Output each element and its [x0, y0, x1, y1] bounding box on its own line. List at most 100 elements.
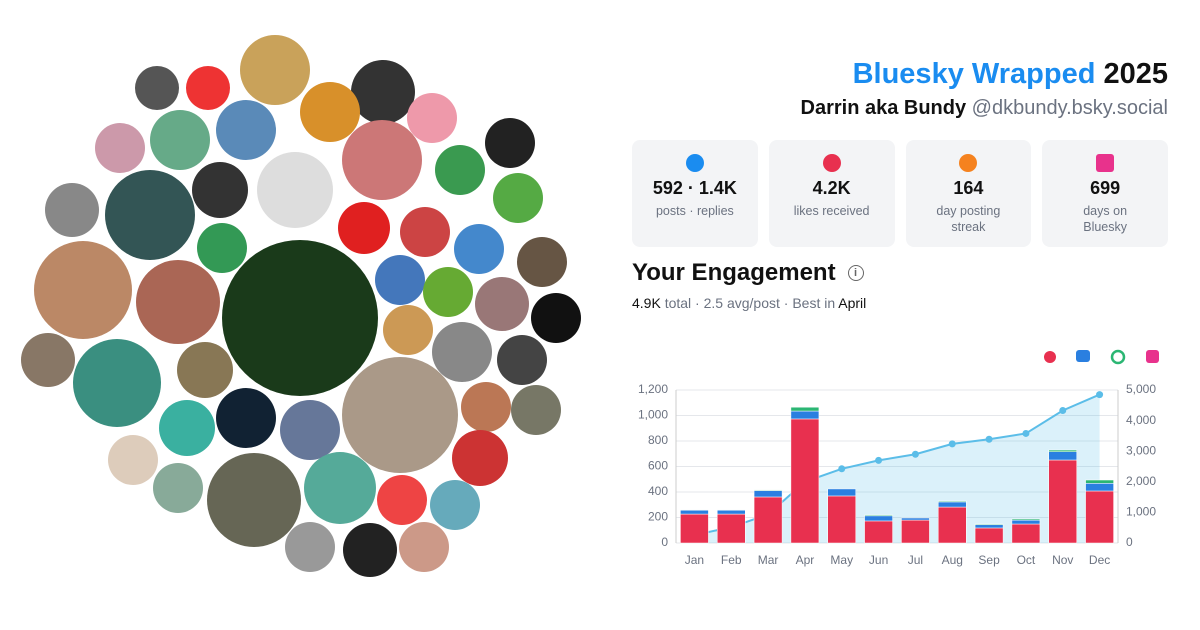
legend-reposts[interactable]	[1110, 349, 1126, 365]
avatar[interactable]	[257, 152, 333, 228]
avatar[interactable]	[461, 382, 511, 432]
avatar[interactable]	[517, 237, 567, 287]
bar-segment	[717, 513, 746, 544]
bar-segment	[790, 410, 820, 420]
legend-replies[interactable]	[1076, 350, 1090, 362]
avatar[interactable]	[454, 224, 504, 274]
bar-segment	[753, 489, 783, 491]
avatar[interactable]	[531, 293, 581, 343]
chart-title: Your Engagement	[632, 259, 836, 286]
line-point	[838, 465, 846, 473]
legend-likes[interactable]	[1044, 351, 1056, 363]
avatar[interactable]	[45, 183, 99, 237]
avatar[interactable]	[452, 430, 508, 486]
avatar[interactable]	[136, 260, 220, 344]
bar-segment	[1011, 518, 1041, 521]
bar-segment	[864, 514, 893, 517]
section-title: Your Engagement i	[632, 259, 1168, 287]
avatar[interactable]	[207, 453, 301, 547]
avatar[interactable]	[95, 123, 145, 173]
bar-segment	[864, 515, 893, 522]
bar-segment	[753, 490, 783, 498]
avatar[interactable]	[400, 207, 450, 257]
stat-card: 4.2K likes received	[768, 140, 895, 247]
avatar[interactable]	[342, 357, 458, 473]
best-month: April	[838, 295, 867, 311]
info-icon[interactable]: i	[847, 265, 864, 281]
x-tick-label: Jan	[685, 553, 704, 567]
chart: 0 200 400 600 800 1,000 1,200 0 1,000 2,000 3,000 4…	[638, 349, 1159, 567]
bar-segment	[680, 513, 709, 544]
bar-segment	[1048, 459, 1077, 544]
bar-segment	[864, 520, 893, 544]
avatar[interactable]	[186, 66, 230, 110]
avatar[interactable]	[343, 523, 397, 577]
avatar[interactable]	[377, 475, 427, 525]
y-tick-label: 0	[661, 535, 668, 549]
avatar[interactable]	[21, 333, 75, 387]
stat-label: day posting streak	[936, 204, 1001, 234]
line-point	[1059, 407, 1067, 415]
summary-text: total · 2.5 avg/post · Best in	[664, 295, 836, 311]
avatar[interactable]	[430, 480, 480, 530]
avatar[interactable]	[192, 162, 248, 218]
avatar[interactable]	[399, 522, 449, 572]
total: 4.9K	[632, 295, 661, 311]
avatar[interactable]	[240, 35, 310, 105]
y-tick-label: 400	[648, 484, 668, 498]
avatar[interactable]	[383, 305, 433, 355]
avatar[interactable]	[135, 66, 179, 110]
line-point	[948, 440, 956, 448]
x-tick-label: Mar	[758, 553, 779, 567]
avatar[interactable]	[342, 120, 422, 200]
avatar[interactable]	[197, 223, 247, 273]
avatar[interactable]	[222, 240, 378, 396]
avatar[interactable]	[285, 522, 335, 572]
avatar[interactable]	[108, 435, 158, 485]
y-tick-label: 600	[648, 459, 668, 473]
y-tick-label: 200	[648, 510, 668, 524]
avatar[interactable]	[432, 322, 492, 382]
avatar[interactable]	[216, 388, 276, 448]
avatar[interactable]	[105, 170, 195, 260]
avatar[interactable]	[351, 60, 415, 124]
avatar[interactable]	[153, 463, 203, 513]
line-point	[875, 456, 883, 464]
y2-tick-label: 5,000	[1126, 382, 1156, 396]
avatar[interactable]	[34, 241, 132, 339]
x-tick-label: Sep	[978, 553, 1000, 567]
avatar[interactable]	[485, 118, 535, 168]
x-tick-label: Oct	[1017, 553, 1036, 567]
bar-segment	[938, 501, 967, 508]
avatar[interactable]	[216, 100, 276, 160]
icon	[685, 154, 704, 172]
stat-label: days on Bluesky	[1083, 204, 1128, 234]
x-tick-label: Dec	[1089, 553, 1110, 567]
avatar[interactable]	[300, 82, 360, 142]
avatar[interactable]	[150, 110, 210, 170]
stat-card: 164 day posting streak	[905, 140, 1032, 247]
bar-segment	[938, 506, 967, 544]
avatar[interactable]	[338, 202, 390, 254]
y2-tick-label: 1,000	[1126, 505, 1156, 519]
avatar[interactable]	[304, 452, 376, 524]
avatar[interactable]	[435, 145, 485, 195]
avatar[interactable]	[423, 267, 473, 317]
x-tick-label: Feb	[721, 553, 742, 567]
avatar[interactable]	[493, 173, 543, 223]
avatar[interactable]	[73, 339, 161, 427]
avatar[interactable]	[375, 255, 425, 305]
legend-quotes[interactable]	[1146, 350, 1159, 363]
avatar[interactable]	[511, 385, 561, 435]
title: Bluesky Wrapped 2025	[632, 58, 1168, 91]
avatar[interactable]	[177, 342, 233, 398]
avatar[interactable]	[475, 277, 529, 331]
avatar[interactable]	[407, 93, 457, 143]
avatar[interactable]	[280, 400, 340, 460]
y2-tick-label: 0	[1126, 535, 1133, 549]
icon	[1096, 154, 1115, 172]
y-tick-label: 1,200	[638, 382, 668, 396]
avatar[interactable]	[159, 400, 215, 456]
y-tick-label: 800	[648, 433, 668, 447]
avatar[interactable]	[497, 335, 547, 385]
